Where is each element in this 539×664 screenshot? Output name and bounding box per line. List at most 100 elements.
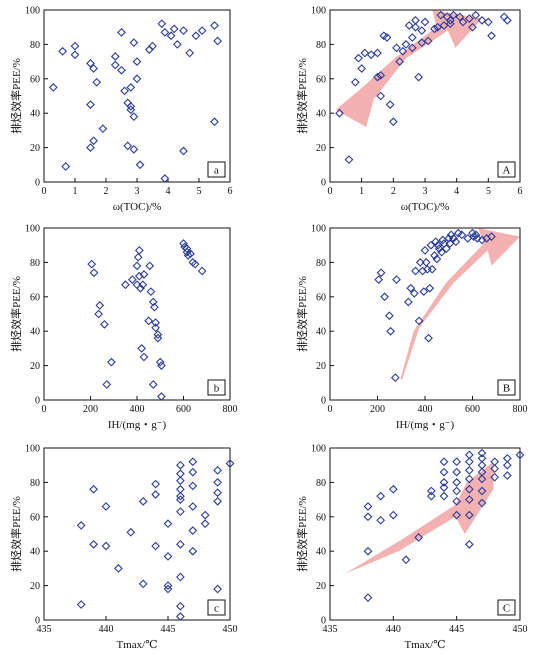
data-point (151, 479, 160, 489)
data-point (437, 247, 447, 257)
x-tick-label: 1 (359, 186, 364, 197)
data-point (409, 288, 419, 298)
data-point (200, 519, 210, 529)
data-point (455, 12, 465, 22)
data-point (89, 64, 98, 73)
y-tick-label: 60 (316, 512, 326, 523)
y-tick-label: 40 (316, 109, 326, 120)
panel-letter: A (503, 165, 511, 177)
panel-c: 435 440 445 450 0 20 40 60 80 100 c Tmax/℃ 排烃效率PEE/% (9, 444, 238, 652)
data-point (464, 495, 474, 504)
data-point (425, 283, 435, 293)
data-point (135, 160, 145, 170)
data-point (151, 323, 160, 333)
data-point (197, 266, 207, 276)
x-tick-label: 200 (370, 404, 385, 415)
panel-b: 0 200 400 600 800 0 20 40 60 80 100 b IH/(mg・g⁻) 排烃效率… (9, 224, 238, 432)
data-point (380, 292, 390, 302)
y-tick-label: 60 (30, 512, 40, 523)
data-point (89, 539, 98, 549)
data-point (354, 53, 363, 63)
data-point (186, 249, 195, 259)
data-point (414, 72, 424, 82)
x-tick-label: 3 (423, 186, 428, 197)
data-point (126, 83, 136, 92)
data-point (451, 237, 461, 247)
data-point (102, 380, 112, 389)
x-tick-label: 4 (454, 186, 459, 197)
data-point (401, 555, 411, 565)
data-point (363, 546, 373, 556)
data-point (439, 467, 449, 477)
data-point (452, 510, 462, 520)
data-point (472, 233, 482, 243)
data-point (120, 86, 129, 96)
data-point (376, 491, 386, 501)
data-point (464, 457, 474, 467)
data-point (150, 302, 159, 312)
y-tick-label: 40 (316, 547, 326, 558)
data-point (176, 507, 185, 517)
data-point (487, 232, 496, 241)
data-point (420, 245, 430, 255)
data-point (376, 515, 386, 525)
y-tick-label: 0 (321, 616, 326, 627)
data-point (176, 612, 185, 621)
data-point (176, 460, 185, 470)
data-point (419, 287, 429, 297)
data-point (126, 527, 136, 537)
panel-letter-box (497, 161, 516, 178)
panel-letter: a (214, 165, 219, 177)
y-tick-label: 0 (321, 396, 326, 407)
data-point (176, 476, 185, 486)
data-point (188, 526, 198, 535)
data-point (76, 521, 86, 530)
data-point (163, 584, 173, 594)
data-point (464, 474, 474, 484)
y-tick-label: 100 (25, 224, 40, 235)
data-point (441, 244, 451, 254)
data-point (376, 70, 386, 80)
data-point (439, 478, 449, 487)
data-point (452, 467, 462, 477)
x-tick-label: 0 (42, 404, 47, 415)
data-point (134, 245, 144, 255)
y-tick-label: 20 (316, 361, 326, 372)
y-tick-label: 80 (30, 478, 40, 489)
x-tick-label: 445 (449, 624, 464, 635)
data-point (406, 283, 416, 293)
x-tick-label: 400 (418, 404, 433, 415)
data-point (427, 264, 437, 274)
data-point (123, 141, 133, 151)
x-tick-label: 0 (328, 404, 333, 415)
data-point (439, 21, 449, 30)
data-point (166, 31, 176, 41)
y-tick-label: 60 (316, 74, 326, 85)
data-point (464, 539, 474, 549)
data-point (190, 259, 200, 269)
data-point (117, 65, 126, 75)
data-point (176, 495, 185, 504)
data-point (471, 230, 481, 240)
x-tick-label: 2 (104, 186, 109, 197)
x-tick-label: 0 (42, 186, 47, 197)
data-point (176, 491, 185, 501)
data-point (430, 251, 439, 260)
data-point (157, 392, 166, 401)
data-point (388, 484, 398, 494)
data-point (120, 280, 130, 290)
data-point (344, 155, 354, 165)
x-tick-label: 5 (486, 186, 491, 197)
data-point (89, 484, 98, 494)
data-point (176, 601, 185, 611)
data-point (477, 15, 487, 25)
data-point (127, 275, 137, 284)
data-point (386, 326, 395, 336)
y-tick-label: 20 (30, 143, 40, 154)
data-point (392, 275, 401, 284)
data-point (145, 261, 155, 271)
x-tick-label: 435 (323, 624, 338, 635)
data-point (151, 490, 160, 499)
data-point (411, 22, 420, 32)
data-point (138, 579, 148, 589)
